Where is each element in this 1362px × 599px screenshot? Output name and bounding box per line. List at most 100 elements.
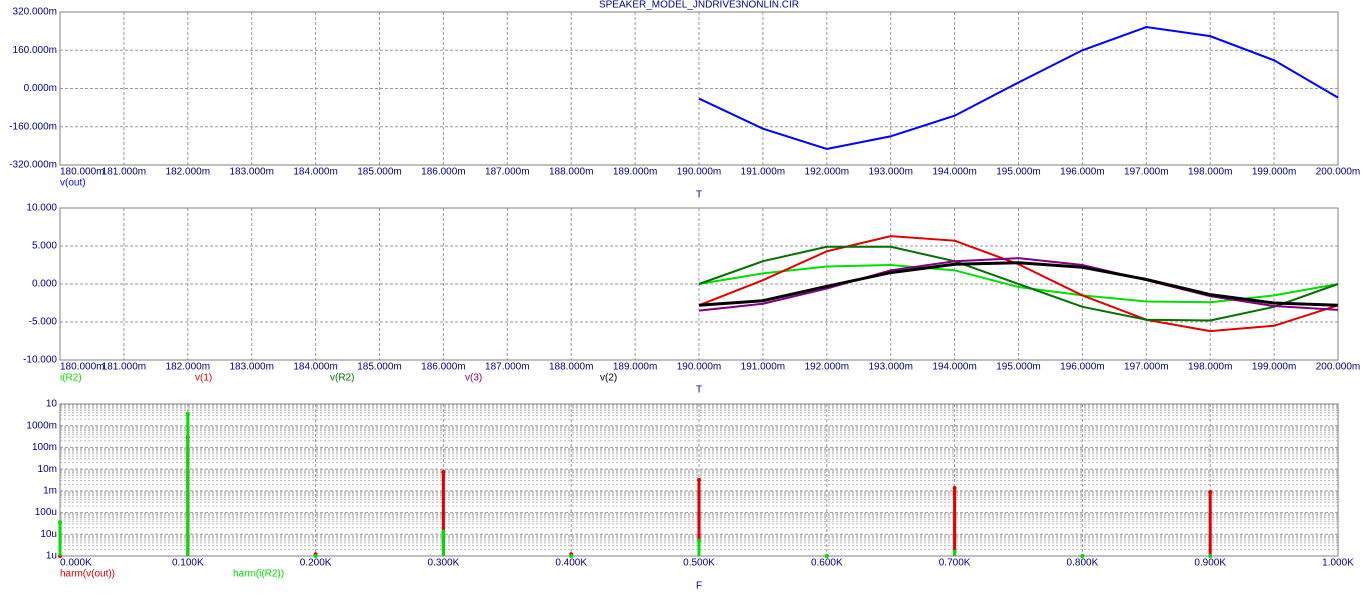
x-tick-label: 199.000m bbox=[1252, 167, 1296, 178]
stem-head bbox=[697, 538, 701, 543]
x-tick-label: 187.000m bbox=[485, 167, 529, 178]
y-tick-label: 320.000m bbox=[13, 7, 57, 18]
x-tick-label: 183.000m bbox=[229, 362, 273, 373]
stem-head bbox=[1208, 489, 1213, 494]
x-tick-label: 0.200K bbox=[300, 558, 332, 569]
x-tick-label: 195.000m bbox=[996, 362, 1040, 373]
stem-head bbox=[569, 554, 574, 558]
stem-head bbox=[1208, 554, 1213, 558]
y-tick-label: 0.000 bbox=[32, 279, 57, 290]
x-tick-label: 181.000m bbox=[102, 167, 146, 178]
x-tick-label: 0.100K bbox=[172, 558, 204, 569]
series-line bbox=[698, 245, 1339, 322]
legend-entry: i(R2) bbox=[60, 373, 82, 384]
stem-head bbox=[441, 469, 446, 474]
stem-head bbox=[441, 529, 446, 534]
x-tick-label: 186.000m bbox=[421, 167, 465, 178]
y-tick-label: 10 bbox=[46, 399, 58, 410]
x-tick-label: 184.000m bbox=[293, 362, 337, 373]
y-tick-label: 160.000m bbox=[13, 45, 57, 56]
y-tick-label: 10u bbox=[40, 529, 57, 540]
legend-entry: v(1) bbox=[195, 373, 212, 384]
y-tick-label: 1u bbox=[46, 551, 57, 562]
legend-entry: v(3) bbox=[465, 373, 482, 384]
x-tick-label: 0.000K bbox=[60, 558, 92, 569]
x-tick-label: 185.000m bbox=[357, 362, 401, 373]
x-tick-label: 182.000m bbox=[166, 362, 210, 373]
stem-head bbox=[313, 554, 318, 558]
legend-entry: v(R2) bbox=[330, 373, 354, 384]
x-tick-label: 0.500K bbox=[683, 558, 715, 569]
y-tick-label: -10.000 bbox=[23, 355, 57, 366]
x-tick-label: 180.000m bbox=[60, 167, 104, 178]
x-tick-label: 188.000m bbox=[549, 167, 593, 178]
x-tick-label: 197.000m bbox=[1124, 362, 1168, 373]
y-tick-label: 1000m bbox=[26, 420, 57, 431]
x-tick-label: 200.000m bbox=[1316, 167, 1360, 178]
y-tick-label: -5.000 bbox=[29, 317, 58, 328]
stem-head bbox=[697, 477, 701, 482]
stem-head bbox=[1080, 554, 1085, 558]
stem-head bbox=[58, 520, 62, 525]
x-tick-label: 0.600K bbox=[811, 558, 843, 569]
x-tick-label: 189.000m bbox=[613, 362, 657, 373]
y-tick-label: 1m bbox=[43, 485, 57, 496]
y-tick-label: 100u bbox=[35, 507, 57, 518]
legend-entry: harm(i(R2)) bbox=[233, 569, 284, 580]
series-line bbox=[698, 26, 1339, 151]
x-tick-label: 196.000m bbox=[1060, 167, 1104, 178]
y-tick-label: -320.000m bbox=[9, 160, 57, 171]
x-tick-label: 191.000m bbox=[741, 362, 785, 373]
stem-head bbox=[185, 411, 190, 416]
x-tick-label: 0.700K bbox=[939, 558, 971, 569]
x-tick-label: 191.000m bbox=[741, 167, 785, 178]
x-tick-label: 185.000m bbox=[357, 167, 401, 178]
y-tick-label: 0.000m bbox=[24, 83, 57, 94]
x-tick-label: 1.000K bbox=[1322, 558, 1354, 569]
x-tick-label: 183.000m bbox=[229, 167, 273, 178]
series-line bbox=[698, 257, 1339, 312]
legend-entry: v(out) bbox=[60, 178, 86, 189]
x-tick-label: 194.000m bbox=[932, 362, 976, 373]
x-tick-label: 200.000m bbox=[1316, 362, 1360, 373]
legend-entry: harm(v(out)) bbox=[60, 569, 115, 580]
x-tick-label: 196.000m bbox=[1060, 362, 1104, 373]
x-tick-label: 180.000m bbox=[60, 362, 104, 373]
x-tick-label: 0.300K bbox=[428, 558, 460, 569]
y-tick-label: 5.000 bbox=[32, 241, 57, 252]
x-tick-label: 187.000m bbox=[485, 362, 529, 373]
x-tick-label: 198.000m bbox=[1188, 362, 1232, 373]
x-tick-label: 0.400K bbox=[555, 558, 587, 569]
x-tick-label: 194.000m bbox=[932, 167, 976, 178]
x-tick-label: 190.000m bbox=[677, 362, 721, 373]
y-tick-label: -160.000m bbox=[9, 121, 57, 132]
x-tick-label: 192.000m bbox=[805, 167, 849, 178]
x-tick-label: 0.900K bbox=[1194, 558, 1226, 569]
legend-entry: v(2) bbox=[600, 373, 617, 384]
x-axis-label: T bbox=[696, 385, 702, 396]
x-tick-label: 197.000m bbox=[1124, 167, 1168, 178]
x-axis-label: F bbox=[696, 581, 702, 592]
x-tick-label: 184.000m bbox=[293, 167, 337, 178]
x-tick-label: 192.000m bbox=[805, 362, 849, 373]
series-line bbox=[698, 261, 1339, 307]
y-tick-label: 100m bbox=[32, 442, 57, 453]
stem-head bbox=[824, 554, 829, 558]
x-tick-label: 195.000m bbox=[996, 167, 1040, 178]
chart-title: SPEAKER_MODEL_JNDRIVE3NONLIN.CIR bbox=[599, 0, 799, 11]
x-tick-label: 193.000m bbox=[868, 362, 912, 373]
stem-head bbox=[952, 549, 957, 554]
x-tick-label: 0.800K bbox=[1067, 558, 1099, 569]
x-tick-label: 199.000m bbox=[1252, 362, 1296, 373]
x-axis-label: T bbox=[696, 190, 702, 201]
x-tick-label: 182.000m bbox=[166, 167, 210, 178]
y-tick-label: 10m bbox=[38, 464, 57, 475]
x-tick-label: 198.000m bbox=[1188, 167, 1232, 178]
stem-head bbox=[952, 486, 957, 491]
y-tick-label: 10.000 bbox=[26, 203, 57, 214]
x-tick-label: 188.000m bbox=[549, 362, 593, 373]
x-tick-label: 181.000m bbox=[102, 362, 146, 373]
x-tick-label: 193.000m bbox=[868, 167, 912, 178]
x-tick-label: 189.000m bbox=[613, 167, 657, 178]
